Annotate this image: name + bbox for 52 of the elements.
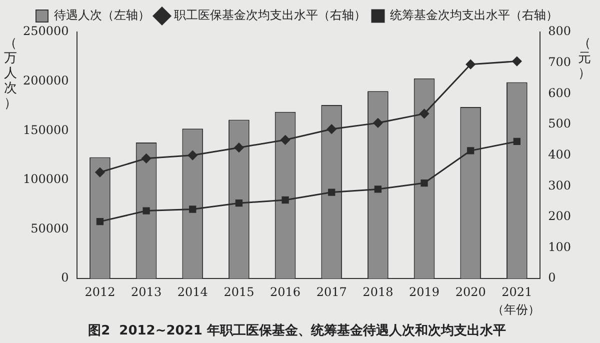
x-tick-label: 2017 bbox=[316, 284, 347, 299]
x-tick-label: 2021 bbox=[502, 284, 532, 299]
y2-tick-label: 0 bbox=[548, 270, 556, 285]
point bbox=[235, 200, 243, 207]
y2-tick-label: 100 bbox=[548, 240, 571, 254]
y2-tick-label: 200 bbox=[548, 209, 571, 224]
y-tick-label: 150000 bbox=[22, 122, 69, 137]
x-tick-label: 2012 bbox=[84, 284, 116, 299]
point bbox=[328, 188, 336, 196]
point bbox=[374, 186, 382, 193]
text: 图2 2012~2021 年职工医保基金、统筹基金待遇人次和次均支出水平 bbox=[88, 322, 506, 339]
point bbox=[280, 135, 290, 145]
x-tick-label: 2013 bbox=[131, 284, 162, 299]
x-tick-label: 2019 bbox=[409, 284, 440, 299]
point bbox=[95, 168, 105, 178]
x-tick-label: 2020 bbox=[455, 284, 486, 299]
point bbox=[373, 118, 383, 128]
y2-tick-label: 600 bbox=[548, 86, 571, 100]
y2-tick-label: 400 bbox=[548, 147, 571, 162]
y2-tick-label: 500 bbox=[548, 116, 571, 131]
legend-label: 待遇人次（左轴） bbox=[54, 8, 150, 22]
x-tick-label: 2018 bbox=[362, 284, 394, 299]
point bbox=[142, 154, 152, 164]
point bbox=[189, 206, 196, 213]
point bbox=[466, 60, 476, 70]
x-tick-label: 2014 bbox=[177, 284, 208, 299]
y-tick-label: 50000 bbox=[30, 221, 69, 236]
point bbox=[188, 150, 198, 160]
point bbox=[96, 218, 104, 226]
point bbox=[512, 56, 522, 66]
point bbox=[420, 179, 428, 187]
point bbox=[282, 196, 289, 204]
y2-tick-label: 700 bbox=[548, 54, 571, 69]
point bbox=[142, 207, 150, 214]
y-tick-label: 200000 bbox=[22, 73, 69, 88]
point bbox=[513, 138, 521, 146]
y2-tick-label: 300 bbox=[548, 178, 571, 192]
y-tick-label: 100000 bbox=[22, 172, 69, 186]
x-tick-label: 2015 bbox=[224, 284, 254, 299]
y-tick-label: 250000 bbox=[22, 24, 69, 38]
legend-label: 职工医保基金次均支出水平（右轴） bbox=[174, 8, 366, 22]
y2-tick-label: 800 bbox=[548, 24, 571, 38]
point bbox=[467, 147, 474, 154]
x-axis-title: （年份） bbox=[492, 302, 540, 316]
point bbox=[326, 124, 336, 134]
point bbox=[234, 142, 244, 152]
y-axis-title: （万人次） bbox=[3, 36, 18, 111]
y-tick-label: 0 bbox=[61, 270, 69, 285]
legend-label: 统筹基金次均支出水平（右轴） bbox=[390, 8, 558, 22]
y2-axis-title: （元） bbox=[577, 36, 592, 81]
x-tick-label: 2016 bbox=[270, 284, 301, 299]
point bbox=[420, 108, 430, 118]
